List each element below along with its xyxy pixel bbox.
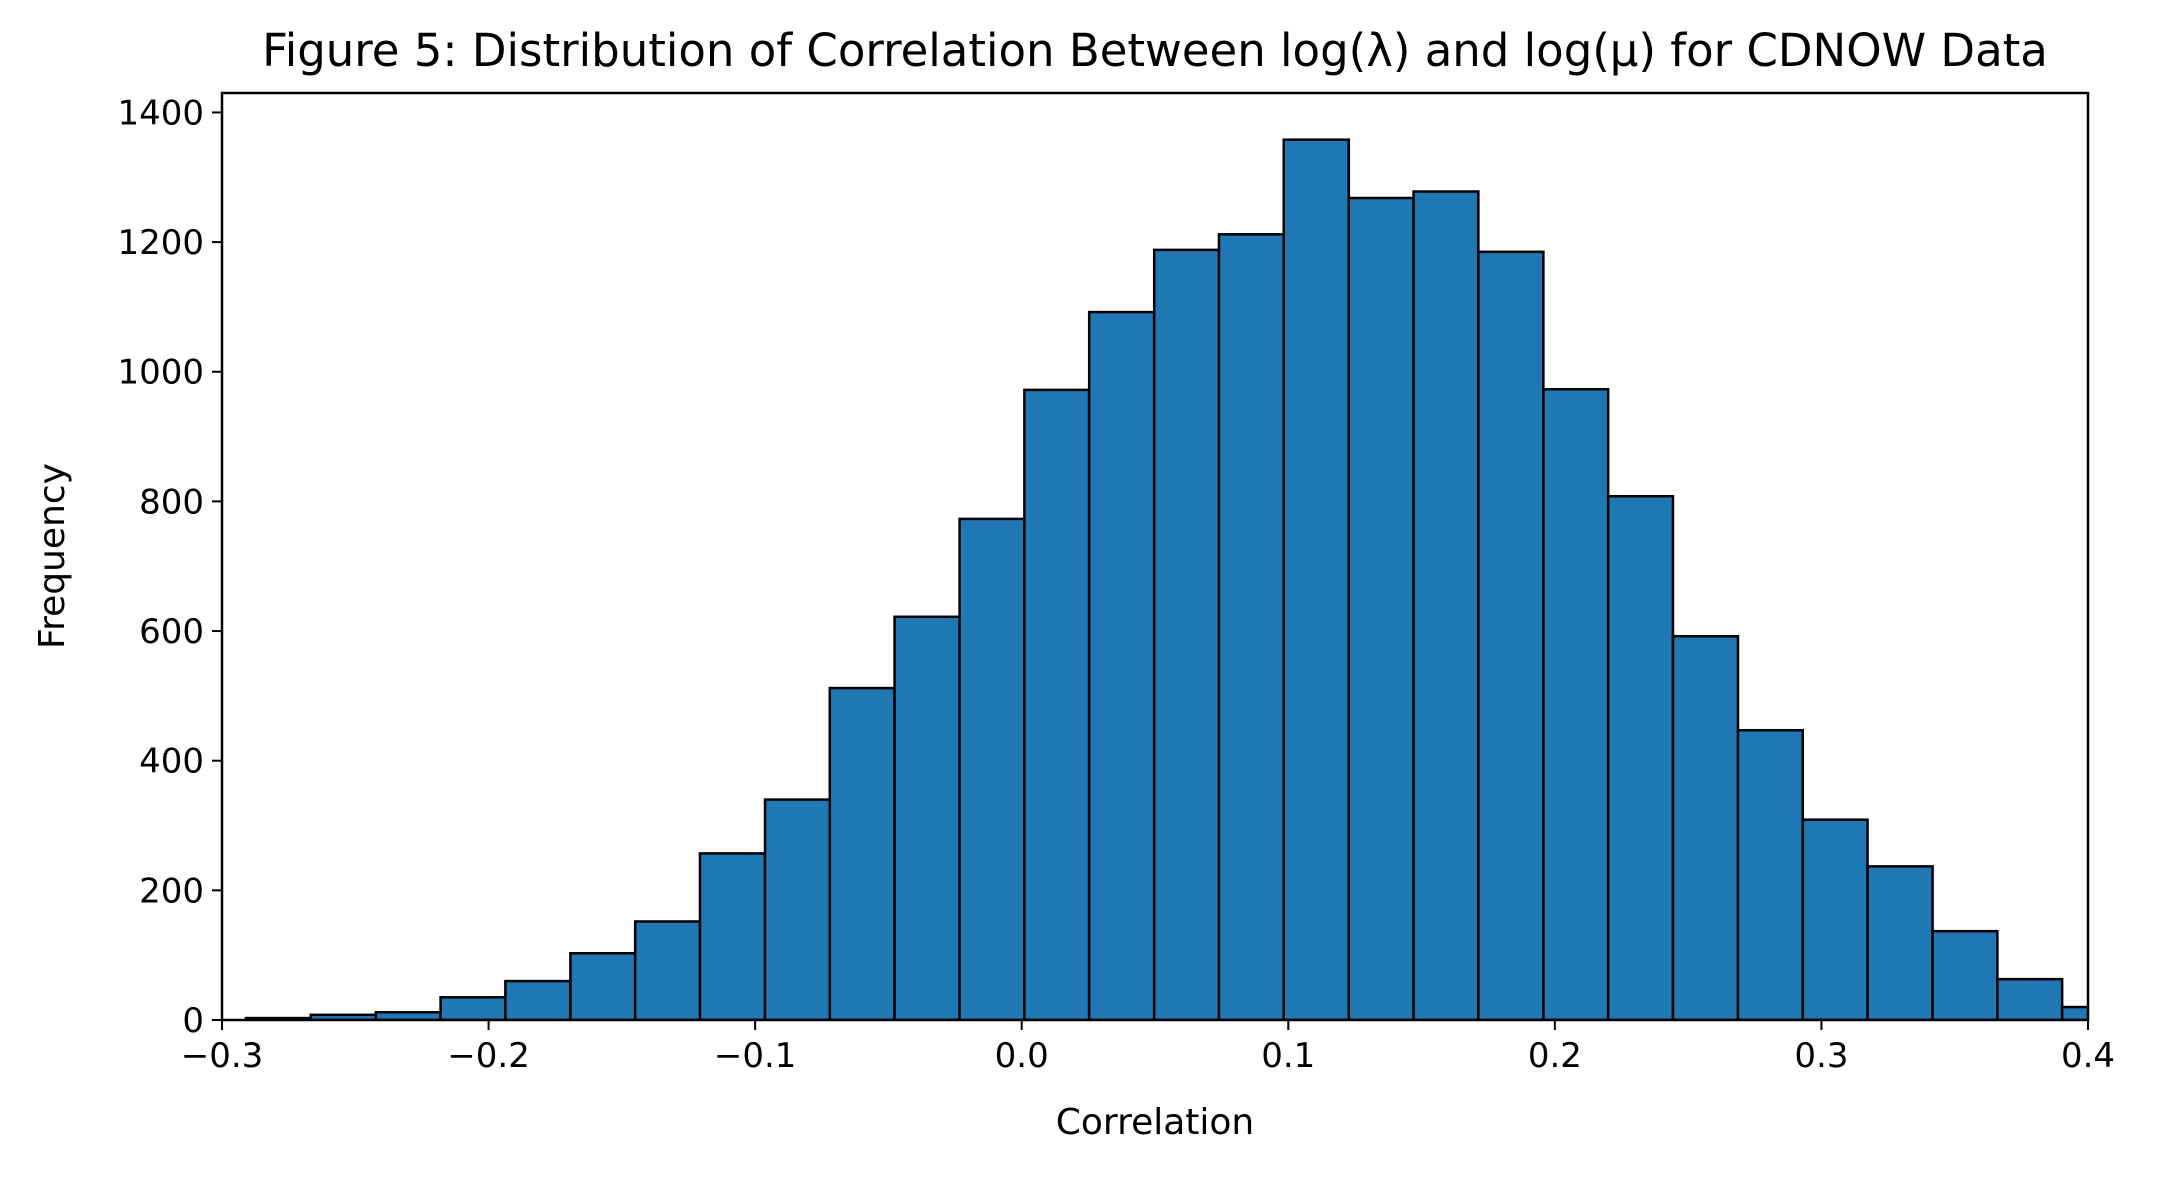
histogram-bar-27 [1931,929,1999,1020]
x-tick-label: 0.1 [1261,1036,1315,1076]
histogram-bar-19 [1412,190,1480,1020]
histogram-bar-7 [633,920,702,1020]
x-tick-label: −0.1 [714,1036,797,1076]
y-axis: 0 200 400 600 800 1000 1200 1400 [117,93,222,1041]
y-tick-label: 800 [139,482,204,522]
y-tick-label: 1200 [117,223,204,263]
y-axis-label: Frequency [32,463,73,649]
y-tick-label: 1000 [117,353,204,393]
histogram-bar-16 [1217,233,1286,1020]
x-axis: −0.3 −0.2 −0.1 0.0 0.1 0.2 0.3 0.4 [181,1020,2115,1076]
histogram-bar-14 [1087,310,1156,1020]
histogram-bar-15 [1152,248,1221,1020]
histogram-bar-10 [828,686,896,1020]
histogram-bar-29 [2060,1005,2088,1020]
bars-layer [244,138,2088,1020]
y-tick-label: 200 [139,871,204,911]
histogram-bar-12 [958,517,1026,1020]
x-tick-label: 0.2 [1528,1036,1582,1076]
histogram-bar-18 [1347,196,1415,1020]
histogram-bar-21 [1542,388,1610,1020]
histogram-bar-17 [1282,138,1351,1020]
y-tick-label: 1400 [117,93,204,133]
histogram-bar-5 [504,979,572,1020]
x-tick-label: 0.0 [995,1036,1049,1076]
x-axis-label: Correlation [1056,1102,1255,1143]
histogram-bar-23 [1671,634,1740,1020]
histogram-bar-4 [439,996,507,1020]
plot-frame [220,91,2090,1022]
histogram-bar-24 [1736,728,1805,1020]
x-tick-label: 0.4 [2061,1036,2115,1076]
histogram-bar-22 [1606,494,1675,1020]
x-tick-label: −0.2 [447,1036,530,1076]
histogram-bar-20 [1477,250,1545,1020]
histogram-bar-9 [763,798,832,1020]
chart-title: Figure 5: Distribution of Correlation Be… [262,24,2048,77]
histogram-bar-11 [893,615,961,1020]
histogram-bar-13 [1023,388,1091,1020]
histogram-bar-28 [1996,977,2064,1020]
histogram-bar-6 [569,951,637,1020]
y-tick-label: 0 [182,1001,204,1041]
histogram-bar-8 [698,852,767,1020]
histogram-bar-25 [1801,818,1869,1020]
histogram-bar-26 [1866,865,1934,1020]
y-tick-label: 400 [139,742,204,782]
y-tick-label: 600 [139,612,204,652]
x-tick-label: −0.3 [181,1036,264,1076]
x-tick-label: 0.3 [1794,1036,1848,1076]
